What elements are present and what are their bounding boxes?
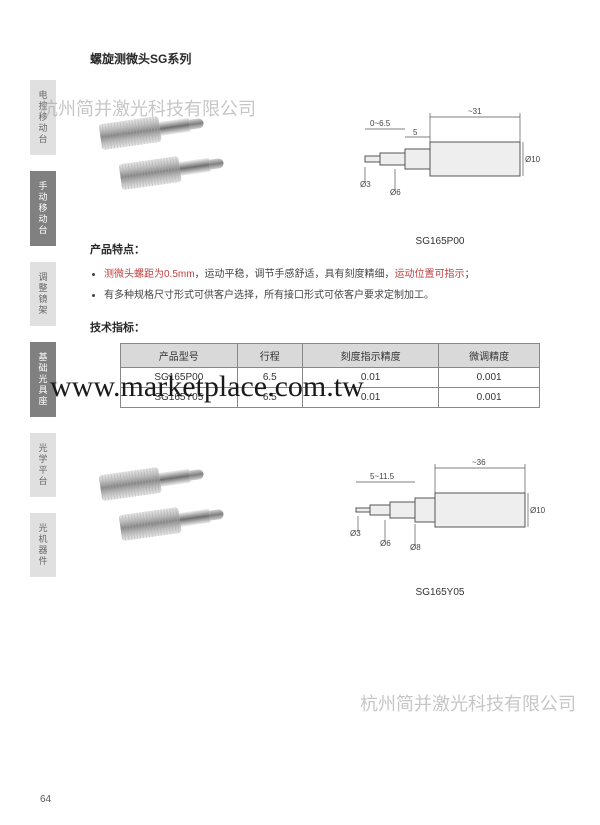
svg-text:~31: ~31 — [468, 107, 482, 116]
tab-opto-mech[interactable]: 光机器件 — [30, 513, 56, 577]
product-photo-2 — [90, 448, 290, 568]
tech-diagram-2: ~36 5~11.5 Ø3 Ø6 Ø8 Ø10 SG165Y05 — [320, 438, 560, 578]
side-tab-strip: 电控移动台 手动移动台 调整镜架 基础光具座 光学平台 光机器件 — [30, 80, 56, 577]
svg-text:Ø8: Ø8 — [410, 543, 421, 552]
diagram-caption-2: SG165Y05 — [320, 587, 560, 598]
col-model: 产品型号 — [121, 344, 238, 368]
watermark-url: www.marketplace.com.tw — [50, 370, 364, 404]
svg-text:~36: ~36 — [472, 458, 486, 467]
tab-manual-stage[interactable]: 手动移动台 — [30, 171, 56, 246]
page-title: 螺旋测微头SG系列 — [90, 50, 560, 67]
svg-text:Ø10: Ø10 — [530, 506, 546, 515]
svg-text:5: 5 — [413, 128, 418, 137]
page-number: 64 — [40, 794, 51, 805]
col-fine-acc: 微调精度 — [439, 344, 540, 368]
diagram-caption-1: SG165P00 — [320, 236, 560, 247]
col-scale-acc: 刻度指示精度 — [303, 344, 439, 368]
svg-text:Ø6: Ø6 — [390, 188, 401, 197]
spec-heading: 技术指标： — [90, 319, 560, 335]
watermark-company-bottom: 杭州简并激光科技有限公司 — [360, 690, 576, 716]
svg-text:5~11.5: 5~11.5 — [370, 472, 395, 481]
svg-text:Ø6: Ø6 — [380, 539, 391, 548]
tab-adjust-mount[interactable]: 调整镜架 — [30, 262, 56, 326]
tech-diagram-1: ~31 0~6.5 5 Ø3 Ø6 Ø10 SG165P00 — [320, 87, 560, 227]
svg-text:0~6.5: 0~6.5 — [370, 119, 391, 128]
table-header-row: 产品型号 行程 刻度指示精度 微调精度 — [121, 344, 540, 368]
page-content: 螺旋测微头SG系列 — [90, 50, 560, 578]
svg-text:Ø3: Ø3 — [360, 180, 371, 189]
svg-text:Ø3: Ø3 — [350, 529, 361, 538]
feature-list: 测微头螺距为0.5mm，运动平稳，调节手感舒适，具有刻度精细，运动位置可指示； … — [104, 265, 560, 305]
feature-item: 测微头螺距为0.5mm，运动平稳，调节手感舒适，具有刻度精细，运动位置可指示； — [104, 265, 560, 284]
feature-item: 有多种规格尺寸形式可供客户选择，所有接口形式可依客户要求定制加工。 — [104, 286, 560, 305]
watermark-company-top: 杭州简并激光科技有限公司 — [40, 95, 256, 121]
tab-optical-table[interactable]: 光学平台 — [30, 433, 56, 497]
svg-text:Ø10: Ø10 — [525, 155, 541, 164]
col-travel: 行程 — [237, 344, 302, 368]
figure-row-2: ~36 5~11.5 Ø3 Ø6 Ø8 Ø10 SG165Y05 — [90, 438, 560, 578]
